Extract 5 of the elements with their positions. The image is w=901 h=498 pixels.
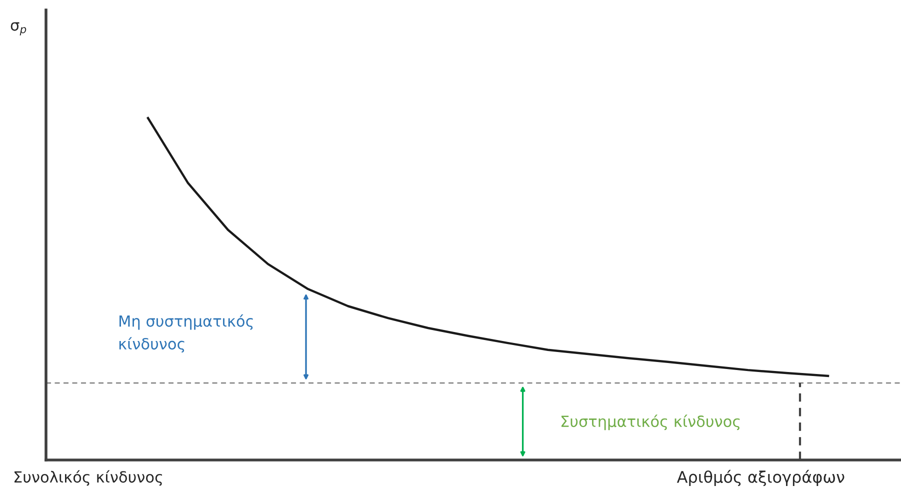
x-axis-title: Αριθμός αξιογράφων <box>676 470 844 486</box>
annotation: Μη συστηματικός κίνδυνος <box>119 314 253 353</box>
annotation: Συστηματικός κίνδυνος <box>562 414 740 430</box>
text: Συνολικός κίνδυνος <box>14 470 162 486</box>
text: σ$_{p}$ <box>10 22 26 36</box>
